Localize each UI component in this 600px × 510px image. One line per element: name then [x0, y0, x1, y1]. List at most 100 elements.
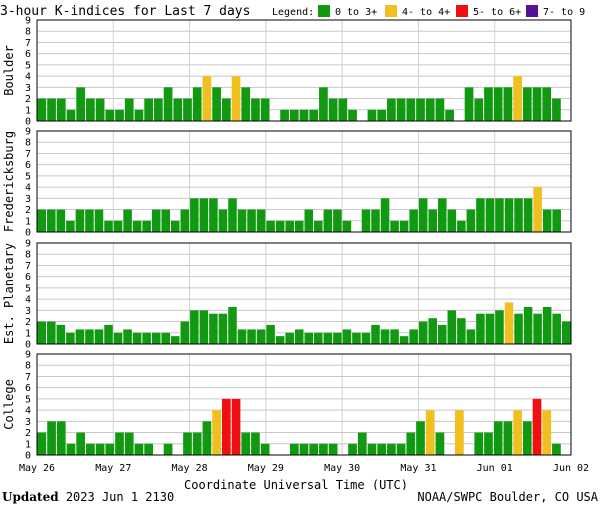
k-index-bar — [202, 76, 212, 121]
panel-label: Fredericksburg — [2, 131, 16, 232]
panel-frame — [36, 242, 572, 345]
k-index-bar — [199, 310, 209, 344]
k-index-bar — [85, 209, 94, 232]
k-index-bar — [466, 209, 476, 232]
k-index-bar — [142, 332, 151, 344]
k-index-bar — [123, 209, 132, 232]
k-index-bar — [447, 310, 457, 344]
k-index-bar — [124, 98, 134, 121]
k-index-bar — [406, 98, 416, 121]
k-index-bar — [352, 332, 361, 344]
k-index-bar — [561, 321, 571, 344]
k-index-bar — [47, 421, 56, 455]
k-index-bar — [409, 209, 418, 232]
legend-title: Legend: — [272, 7, 314, 18]
k-index-bar — [142, 220, 151, 232]
k-index-chart: 3-hour K-indices for Last 7 days Legend:… — [0, 4, 589, 490]
k-index-bar — [333, 209, 342, 232]
k-index-bar — [328, 98, 338, 121]
y-tick-label: 8 — [25, 361, 31, 372]
k-index-bar — [134, 443, 144, 455]
k-index-bar — [514, 198, 523, 232]
k-index-bar — [37, 209, 47, 232]
panel-frame — [36, 353, 572, 456]
k-index-bar — [522, 421, 532, 455]
k-index-bar — [56, 324, 66, 344]
k-index-bar — [86, 443, 95, 455]
y-tick-label: 9 — [25, 127, 31, 138]
k-index-bar — [542, 209, 552, 232]
k-index-bar — [95, 98, 105, 121]
k-index-bar — [406, 432, 416, 455]
k-index-bar — [56, 421, 66, 455]
k-index-bar — [445, 109, 454, 121]
k-index-bar — [218, 209, 228, 232]
y-tick-label: 9 — [25, 239, 31, 250]
k-index-bar — [113, 220, 123, 232]
k-index-bar — [399, 336, 409, 344]
k-index-bar — [113, 332, 123, 344]
k-index-bar — [192, 432, 202, 455]
k-index-bar — [212, 87, 221, 121]
k-index-bar — [161, 209, 170, 232]
x-tick-label: May 31 — [400, 463, 436, 474]
k-index-bar — [163, 87, 173, 121]
k-index-bar — [513, 410, 522, 455]
k-index-bar — [285, 220, 294, 232]
k-index-bar — [199, 198, 209, 232]
k-index-bar — [380, 198, 390, 232]
k-index-bar — [533, 187, 542, 232]
k-index-bar — [542, 410, 552, 455]
legend-swatch-4 — [526, 5, 538, 17]
k-index-bar — [241, 432, 251, 455]
k-index-bar — [151, 209, 161, 232]
k-index-bar — [285, 332, 294, 344]
k-index-bar — [342, 329, 352, 344]
k-index-bar — [493, 421, 503, 455]
k-index-bar — [438, 324, 447, 344]
k-index-bar — [485, 198, 495, 232]
k-index-bar — [132, 332, 142, 344]
k-index-bar — [151, 332, 161, 344]
legend-label-1: 0 to 3+ — [335, 7, 377, 18]
y-tick-label: 9 — [25, 16, 31, 27]
y-tick-label: 0 — [25, 340, 31, 351]
x-tick-label: May 26 — [19, 463, 55, 474]
updated-value: 2023 Jun 1 2130 — [65, 490, 175, 504]
k-index-bar — [75, 329, 85, 344]
k-index-bar — [190, 198, 199, 232]
y-tick-label: 5 — [25, 394, 31, 405]
k-index-bar — [476, 313, 485, 344]
y-tick-label: 2 — [25, 205, 31, 216]
k-index-bar — [399, 220, 409, 232]
x-axis-label: Coordinate Universal Time (UTC) — [184, 478, 408, 490]
k-index-bar — [552, 443, 561, 455]
k-index-bar — [377, 443, 387, 455]
k-index-bar — [367, 443, 377, 455]
k-index-bar — [338, 98, 348, 121]
chart-title: 3-hour K-indices for Last 7 days — [0, 4, 250, 19]
k-index-bar — [416, 421, 425, 455]
k-index-bar — [256, 209, 266, 232]
k-index-bar — [425, 410, 435, 455]
k-index-bar — [504, 302, 514, 344]
k-index-bar — [75, 209, 85, 232]
k-index-bar — [387, 443, 396, 455]
x-axis-ticks: May 26 May 27 May 28 May 29 May 30 May 31 Jun … — [19, 463, 589, 474]
k-index-bar — [218, 313, 228, 344]
k-index-bar — [221, 398, 231, 455]
k-index-bar — [390, 329, 399, 344]
k-index-bar — [532, 398, 542, 455]
k-index-bar — [396, 443, 406, 455]
k-index-bar — [533, 313, 542, 344]
k-index-bar — [56, 209, 66, 232]
k-index-bar — [260, 443, 270, 455]
k-index-bar — [251, 98, 260, 121]
k-index-bar — [542, 306, 552, 344]
k-index-bar — [275, 336, 285, 344]
k-index-bar — [66, 220, 75, 232]
k-index-bar — [180, 209, 190, 232]
k-index-bar — [523, 306, 533, 344]
